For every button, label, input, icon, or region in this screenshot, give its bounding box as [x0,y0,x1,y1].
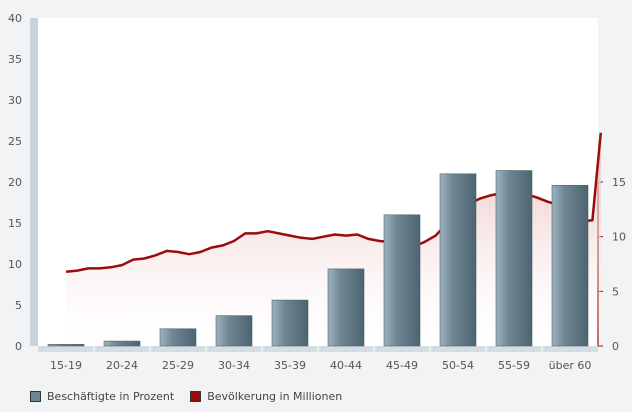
x-tick-label: 50-54 [442,359,474,372]
y-left-tick-label: 20 [8,176,22,189]
bar-30-34 [215,315,253,347]
bar-45-49 [383,214,421,347]
y-left-tick-label: 30 [8,94,22,107]
bar-50-54 [439,173,477,347]
y-left-tick-label: 25 [8,135,22,148]
y-axis-left-ticks: 0 5 10 15 20 25 30 35 40 [8,12,22,353]
legend-item-employment: Beschäftigte in Prozent [30,390,174,403]
y-right-tick-label: 5 [612,285,619,298]
x-tick-label: 25-29 [162,359,194,372]
x-tick-label: 40-44 [330,359,362,372]
left-axis-band [30,18,38,346]
legend-item-population: Bevölkerung in Millionen [190,390,342,403]
y-left-tick-label: 15 [8,217,22,230]
bar-40-44 [327,268,365,347]
y-left-tick-label: 0 [15,340,22,353]
x-tick-label: 55-59 [498,359,530,372]
bar-35-39 [271,299,309,347]
x-tick-label: über 60 [549,359,592,372]
y-left-tick-label: 10 [8,258,22,271]
legend-swatch-employment [30,390,41,402]
y-right-tick-label: 15 [612,176,626,189]
x-axis-ticks: 15-19 20-24 25-29 30-34 35-39 40-44 45-49 50-54… [50,346,591,372]
x-tick-label: 20-24 [106,359,138,372]
legend-label-employment: Beschäftigte in Prozent [47,389,175,403]
bar-55-59 [495,170,533,347]
bar-25-29 [159,328,197,347]
y-right-tick-label: 0 [612,340,619,353]
y-left-tick-label: 5 [15,299,22,312]
legend: Beschäftigte in Prozent Bevölkerung in M… [30,388,352,404]
legend-swatch-population [190,390,202,402]
x-tick-label: 30-34 [218,359,250,372]
y-axis-right: 0 5 10 15 [597,176,626,353]
bar-über 60 [551,184,589,347]
x-tick-label: 35-39 [274,359,306,372]
x-tick-label: 45-49 [386,359,418,372]
bar-20-24 [103,340,141,347]
bar-15-19 [47,344,85,347]
y-right-tick-label: 10 [612,231,626,244]
y-left-tick-label: 40 [8,12,22,25]
legend-label-population: Bevölkerung in Millionen [207,389,343,403]
x-tick-label: 15-19 [50,359,82,372]
y-left-tick-label: 35 [8,53,22,66]
employment-bars [47,170,589,347]
